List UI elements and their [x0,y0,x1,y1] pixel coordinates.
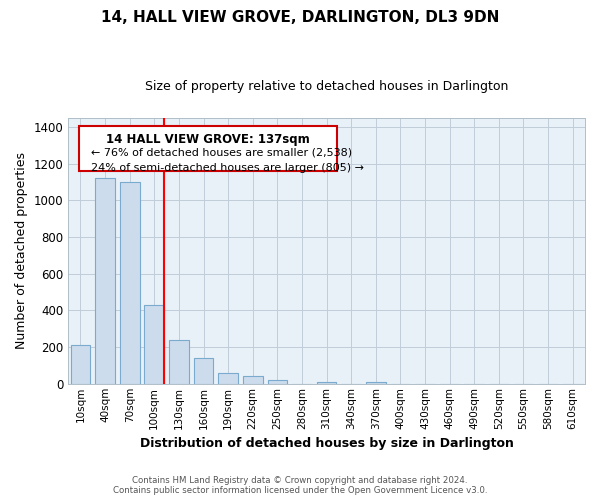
Bar [268,380,287,384]
Bar [218,373,238,384]
Bar [194,358,214,384]
X-axis label: Distribution of detached houses by size in Darlington: Distribution of detached houses by size … [140,437,514,450]
Bar [366,382,386,384]
Text: 14, HALL VIEW GROVE, DARLINGTON, DL3 9DN: 14, HALL VIEW GROVE, DARLINGTON, DL3 9DN [101,10,499,25]
Bar [95,178,115,384]
Bar [243,376,263,384]
Text: Contains HM Land Registry data © Crown copyright and database right 2024.
Contai: Contains HM Land Registry data © Crown c… [113,476,487,495]
Bar [71,346,91,384]
Y-axis label: Number of detached properties: Number of detached properties [15,152,28,350]
Bar [120,182,140,384]
Bar [169,340,189,384]
Bar [317,382,337,384]
Title: Size of property relative to detached houses in Darlington: Size of property relative to detached ho… [145,80,508,93]
Bar [145,305,164,384]
